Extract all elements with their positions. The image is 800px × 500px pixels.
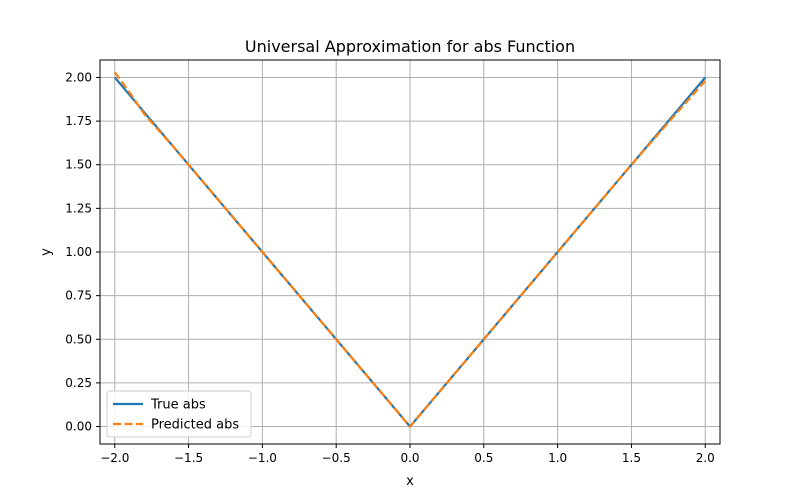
x-tick-label: −1.5 — [174, 451, 203, 465]
y-axis-ticks: 0.00 0.25 0.50 0.75 1.00 1.25 1.50 1.75 2.00 — [65, 70, 100, 434]
x-tick-label: −0.5 — [322, 451, 351, 465]
y-tick-label: 0.50 — [65, 332, 92, 346]
x-tick-label: 1.0 — [548, 451, 567, 465]
legend-entry: Predicted abs — [151, 418, 239, 433]
x-axis-label: x — [406, 474, 414, 489]
x-tick-label: 1.5 — [622, 451, 641, 465]
x-tick-label: −1.0 — [248, 451, 277, 465]
series-line-predicted-abs — [113, 71, 707, 428]
x-tick-label: 0.0 — [400, 451, 419, 465]
chart-title: Universal Approximation for abs Function — [245, 37, 575, 56]
y-tick-label: 1.75 — [65, 114, 92, 128]
series-lines — [113, 71, 707, 428]
y-tick-label: 1.25 — [65, 201, 92, 215]
x-axis-ticks: −2.0 −1.5 −1.0 −0.5 0.0 0.5 1.0 1.5 2.0 — [100, 444, 715, 465]
y-tick-label: 0.25 — [65, 376, 92, 390]
x-tick-label: 2.0 — [696, 451, 715, 465]
legend-entry: True abs — [150, 398, 206, 413]
y-tick-label: 1.00 — [65, 245, 92, 259]
x-tick-label: 0.5 — [474, 451, 493, 465]
legend-box — [106, 390, 252, 438]
y-tick-label: 0.00 — [65, 420, 92, 434]
legend: True abs Predicted abs — [106, 390, 252, 438]
y-tick-label: 0.75 — [65, 289, 92, 303]
x-tick-label: −2.0 — [100, 451, 129, 465]
y-tick-label: 2.00 — [65, 70, 92, 84]
y-tick-label: 1.50 — [65, 158, 92, 172]
y-axis-label: y — [39, 248, 54, 256]
